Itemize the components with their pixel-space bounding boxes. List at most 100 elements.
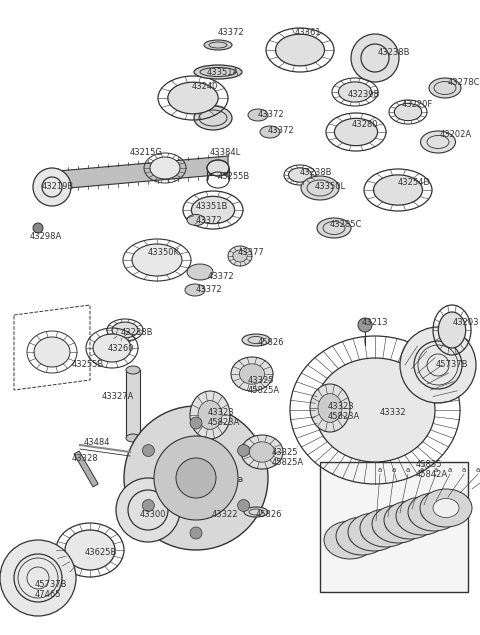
Ellipse shape <box>132 244 182 276</box>
Ellipse shape <box>396 497 448 535</box>
Text: 43484: 43484 <box>84 438 110 447</box>
Ellipse shape <box>348 513 400 551</box>
Ellipse shape <box>187 264 213 280</box>
Text: 43372: 43372 <box>196 285 223 294</box>
Ellipse shape <box>337 530 363 549</box>
Ellipse shape <box>361 523 387 542</box>
Ellipse shape <box>409 507 435 526</box>
Text: 43219B: 43219B <box>42 182 74 191</box>
Text: a: a <box>420 467 424 473</box>
Text: 43328: 43328 <box>72 454 98 463</box>
Text: 43325
45825A: 43325 45825A <box>248 376 280 396</box>
Ellipse shape <box>438 312 466 348</box>
Text: 43239B: 43239B <box>348 90 380 99</box>
Ellipse shape <box>250 442 275 462</box>
Ellipse shape <box>373 519 399 537</box>
Ellipse shape <box>187 215 205 225</box>
Ellipse shape <box>360 509 412 547</box>
Ellipse shape <box>429 78 461 98</box>
Ellipse shape <box>248 109 268 121</box>
Ellipse shape <box>112 322 138 338</box>
Ellipse shape <box>338 82 372 102</box>
Text: 43350K: 43350K <box>148 248 180 257</box>
Ellipse shape <box>288 168 312 182</box>
Text: a: a <box>406 467 410 473</box>
Text: a: a <box>462 467 466 473</box>
Text: 43238B: 43238B <box>300 168 333 177</box>
Ellipse shape <box>190 391 230 439</box>
Text: a: a <box>476 467 480 473</box>
Text: 43238B: 43238B <box>378 48 410 57</box>
Text: 43372: 43372 <box>218 28 245 37</box>
Ellipse shape <box>315 358 435 462</box>
Text: 43322: 43322 <box>212 510 239 519</box>
Bar <box>126 370 140 438</box>
Text: 43238B: 43238B <box>121 328 154 337</box>
Text: 43384L: 43384L <box>210 148 241 157</box>
Ellipse shape <box>126 434 140 442</box>
Ellipse shape <box>349 526 375 545</box>
Ellipse shape <box>384 501 436 539</box>
Ellipse shape <box>310 384 350 432</box>
Ellipse shape <box>276 34 324 66</box>
Ellipse shape <box>244 507 268 517</box>
Circle shape <box>351 34 399 82</box>
Text: 43351B: 43351B <box>196 202 228 211</box>
Circle shape <box>116 478 180 542</box>
Ellipse shape <box>192 196 235 224</box>
Text: 43280: 43280 <box>352 120 379 129</box>
Text: 43323
45823A: 43323 45823A <box>328 402 360 422</box>
Bar <box>74 451 98 487</box>
Circle shape <box>154 436 238 520</box>
Text: 43202A: 43202A <box>440 130 472 139</box>
Circle shape <box>0 540 76 616</box>
Ellipse shape <box>372 505 424 543</box>
Text: 43351A: 43351A <box>207 68 239 77</box>
Ellipse shape <box>335 118 378 145</box>
Ellipse shape <box>228 246 252 266</box>
Circle shape <box>124 406 268 550</box>
Text: a: a <box>238 476 242 485</box>
Text: 43350L: 43350L <box>315 182 346 191</box>
Ellipse shape <box>242 334 270 346</box>
Text: 45835
45842A: 45835 45842A <box>416 460 448 479</box>
Text: 43278C: 43278C <box>448 78 480 87</box>
Text: 45826: 45826 <box>256 510 283 519</box>
Bar <box>320 462 468 592</box>
Text: 43255B: 43255B <box>218 172 250 181</box>
Text: 43215G: 43215G <box>130 148 163 157</box>
Text: 43285C: 43285C <box>330 220 362 229</box>
Text: 43377: 43377 <box>238 248 265 257</box>
Ellipse shape <box>420 489 472 527</box>
Text: 43372: 43372 <box>208 272 235 281</box>
Text: a: a <box>378 467 382 473</box>
Text: 43255B: 43255B <box>72 360 104 369</box>
Text: 43372: 43372 <box>258 110 285 119</box>
Circle shape <box>143 500 155 512</box>
Ellipse shape <box>240 364 264 384</box>
Text: 43372: 43372 <box>268 126 295 135</box>
Circle shape <box>238 500 250 512</box>
Text: 43298A: 43298A <box>30 232 62 241</box>
Ellipse shape <box>318 394 342 422</box>
Ellipse shape <box>65 530 115 570</box>
Text: 43323
45823A: 43323 45823A <box>208 408 240 427</box>
Circle shape <box>400 327 476 403</box>
Text: 43260: 43260 <box>108 344 134 353</box>
Ellipse shape <box>241 435 283 469</box>
Text: 43325
45825A: 43325 45825A <box>272 448 304 467</box>
Text: 43300: 43300 <box>140 510 167 519</box>
Text: 43327A: 43327A <box>102 392 134 401</box>
Text: 45737B: 45737B <box>436 360 468 369</box>
Text: 45826: 45826 <box>258 338 285 347</box>
Ellipse shape <box>194 106 232 130</box>
Circle shape <box>190 527 202 539</box>
Circle shape <box>176 458 216 498</box>
Text: 43625B: 43625B <box>85 548 118 557</box>
Ellipse shape <box>317 218 351 238</box>
Circle shape <box>33 168 71 206</box>
Ellipse shape <box>421 502 447 521</box>
Ellipse shape <box>150 157 180 179</box>
Ellipse shape <box>373 175 422 205</box>
Ellipse shape <box>34 337 70 367</box>
